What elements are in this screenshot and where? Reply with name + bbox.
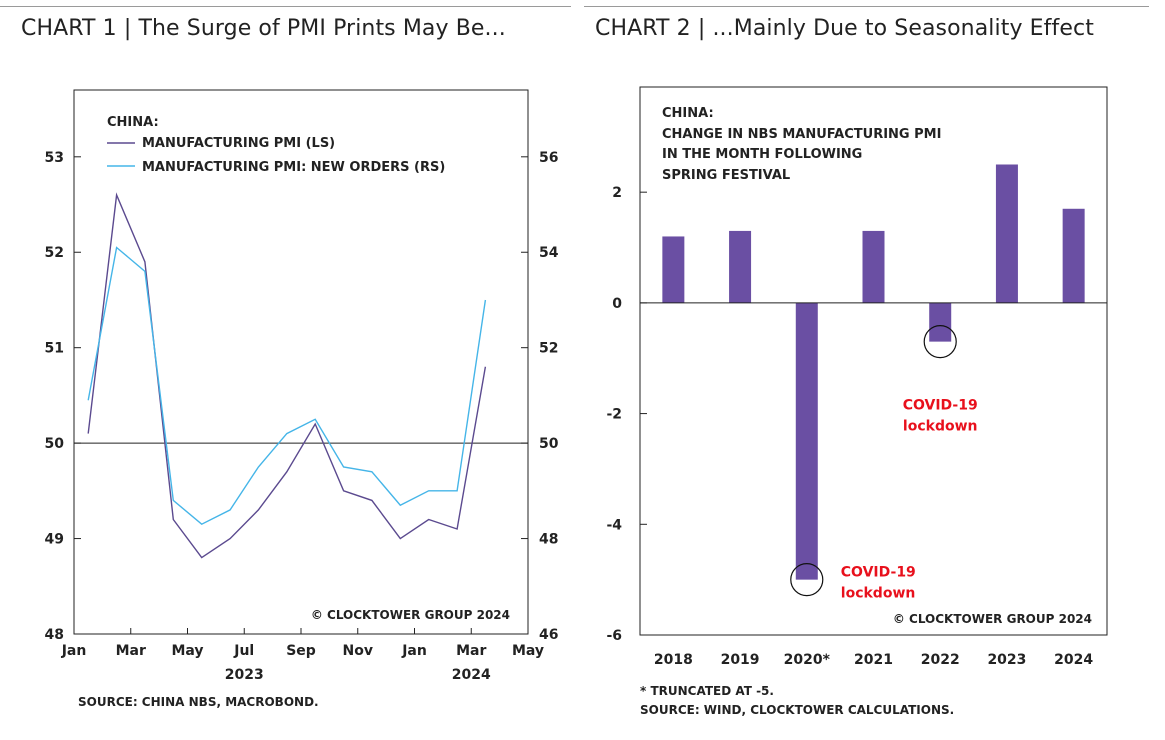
- chart1-legend-new-orders: MANUFACTURING PMI: NEW ORDERS (RS): [142, 160, 445, 175]
- chart2-y-tick-label: -2: [606, 407, 622, 423]
- chart1-year-label: 2023: [225, 667, 264, 683]
- chart2-bar-2024: [1062, 208, 1085, 303]
- chart1-series-new-orders: [87, 246, 487, 526]
- chart1-x-tick-label: Nov: [343, 643, 373, 659]
- chart2: -6 -4 -2 0 2 2018 2019 2020* 2021 2022 2023 2024 C…: [606, 86, 1108, 717]
- chart1-left-axis: 48 49 50 51 52 53: [45, 150, 81, 643]
- chart1-x-tick-label: May: [171, 643, 203, 659]
- chart1-series-pmi: [87, 192, 487, 559]
- chart2-heading: CHART 2 | ...Mainly Due to Seasonality E…: [595, 16, 1094, 41]
- chart1-x-tick-label: May: [512, 643, 544, 659]
- chart2-x-label: 2021: [854, 652, 893, 668]
- chart2-x-label: 2022: [921, 652, 960, 668]
- chart1-right-tick-label: 52: [539, 341, 558, 357]
- chart1-x-tick-label: Jul: [233, 643, 254, 659]
- chart2-x-label: 2024: [1054, 652, 1093, 668]
- chart1-legend-pmi: MANUFACTURING PMI (LS): [142, 136, 335, 151]
- chart1-legend-title: CHINA:: [107, 115, 159, 130]
- chart1-left-tick-label: 49: [45, 532, 64, 548]
- chart2-x-label: 2018: [654, 652, 693, 668]
- chart1-right-tick-label: 46: [539, 627, 558, 643]
- top-rule-left: [0, 6, 571, 7]
- chart2-plot-frame: [639, 86, 1108, 636]
- chart2-y-tick-label: -4: [606, 517, 622, 533]
- chart1-right-axis: 46 48 50 52 54 56: [521, 150, 559, 643]
- chart2-title-line-3: IN THE MONTH FOLLOWING: [662, 147, 862, 162]
- chart2-annotation-label: lockdown: [841, 586, 916, 602]
- chart1-left-tick-label: 48: [45, 627, 64, 643]
- chart1-x-axis: Jan Mar May Jul Sep Nov Jan Mar May 2023 2024: [61, 628, 544, 683]
- chart2-footnote: * TRUNCATED AT -5.: [640, 684, 774, 698]
- chart2-y-tick-label: 2: [612, 185, 622, 201]
- chart2-x-label: 2023: [987, 652, 1026, 668]
- chart2-bar-2018: [662, 236, 685, 303]
- chart2-title-line-2: CHANGE IN NBS MANUFACTURING PMI: [662, 127, 941, 142]
- chart2-annotation-circle: [790, 563, 824, 597]
- chart2-y-tick-label: -6: [606, 628, 622, 644]
- chart1-right-tick-label: 56: [539, 150, 558, 166]
- top-rule-right: [584, 6, 1149, 7]
- chart2-copyright: © CLOCKTOWER GROUP 2024: [893, 612, 1092, 626]
- chart2-bars: [662, 164, 1085, 580]
- chart2-bar-2022: [929, 302, 952, 342]
- chart2-annotations: COVID-19 lockdown COVID-19 lockdown: [790, 325, 978, 602]
- chart1-right-tick-label: 54: [539, 245, 559, 261]
- chart1-x-tick-label: Mar: [456, 643, 486, 659]
- chart2-bar-2020: [795, 302, 818, 580]
- chart2-x-label: 2019: [721, 652, 760, 668]
- chart1-x-tick-label: Sep: [286, 643, 316, 659]
- chart2-title-line-1: CHINA:: [662, 106, 714, 121]
- chart1-x-tick-label: Mar: [116, 643, 146, 659]
- chart1: 48 49 50 51 52 53 46 48 50 52 54 56 Jan Mar May Jul Se…: [45, 89, 559, 709]
- chart1-x-tick-label: Jan: [401, 643, 427, 659]
- chart1-year-label: 2024: [452, 667, 491, 683]
- chart1-left-tick-label: 50: [45, 436, 65, 452]
- chart2-annotation-label: COVID-19: [841, 565, 916, 581]
- chart2-bar-2023: [995, 164, 1018, 303]
- chart1-x-tick-label: Jan: [61, 643, 87, 659]
- chart1-copyright: © CLOCKTOWER GROUP 2024: [311, 608, 510, 622]
- chart1-lines: [87, 192, 487, 559]
- chart2-annotation-label: COVID-19: [903, 398, 978, 414]
- chart2-y-tick-label: 0: [612, 296, 622, 312]
- chart2-annotation-label: lockdown: [903, 419, 978, 435]
- chart2-bar-2019: [729, 230, 752, 303]
- chart1-left-tick-label: 52: [45, 245, 64, 261]
- chart1-left-tick-label: 51: [45, 341, 64, 357]
- chart2-bar-2021: [862, 230, 885, 303]
- chart1-right-tick-label: 50: [539, 436, 559, 452]
- chart1-right-tick-label: 48: [539, 532, 558, 548]
- chart2-source: SOURCE: WIND, CLOCKTOWER CALCULATIONS.: [640, 703, 954, 717]
- chart2-title-line-4: SPRING FESTIVAL: [662, 168, 790, 183]
- chart1-left-tick-label: 53: [45, 150, 64, 166]
- chart2-x-axis: 2018 2019 2020* 2021 2022 2023 2024: [654, 652, 1094, 668]
- chart1-heading: CHART 1 | The Surge of PMI Prints May Be…: [21, 16, 506, 41]
- chart1-source: SOURCE: CHINA NBS, MACROBOND.: [78, 695, 319, 709]
- chart2-annotation-circle: [923, 325, 957, 359]
- chart2-x-label: 2020*: [784, 652, 831, 668]
- chart2-y-axis: -6 -4 -2 0 2: [606, 185, 647, 644]
